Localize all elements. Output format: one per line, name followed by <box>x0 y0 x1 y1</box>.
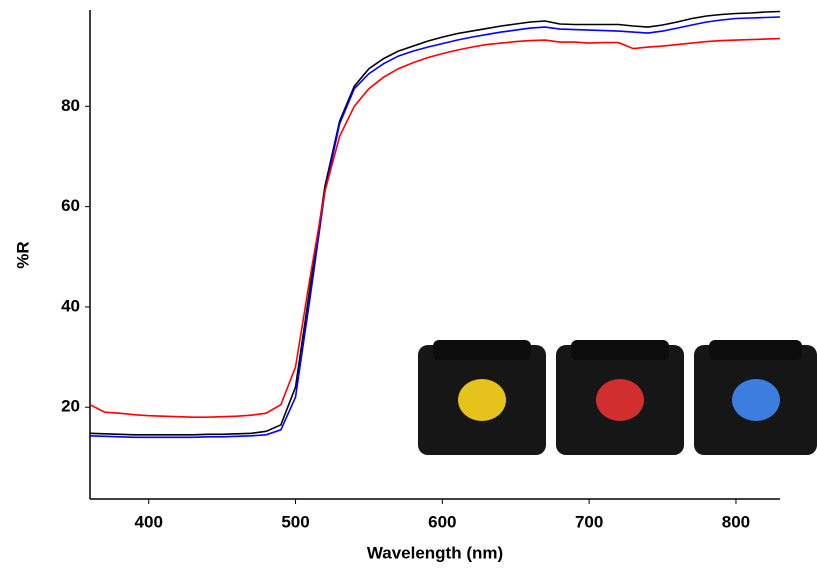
x-tick-label: 800 <box>722 512 750 531</box>
y-tick-label: 40 <box>61 296 80 315</box>
x-tick-label: 600 <box>428 512 456 531</box>
y-tick-label: 20 <box>61 397 80 416</box>
x-tick-label: 400 <box>135 512 163 531</box>
x-tick-label: 700 <box>575 512 603 531</box>
filter-photos <box>418 340 817 455</box>
x-tick-label: 500 <box>281 512 309 531</box>
data-line <box>89 16 781 439</box>
y-tick-label: 60 <box>61 196 80 215</box>
y-tick-label: 80 <box>61 96 80 115</box>
filter-yellow <box>418 340 546 455</box>
data-line <box>89 37 781 418</box>
y-axis-label: %R <box>13 241 32 268</box>
filter-red <box>556 340 684 455</box>
data-line <box>89 10 781 436</box>
x-axis-label: Wavelength (nm) <box>367 543 503 562</box>
filter-blue <box>694 340 817 455</box>
